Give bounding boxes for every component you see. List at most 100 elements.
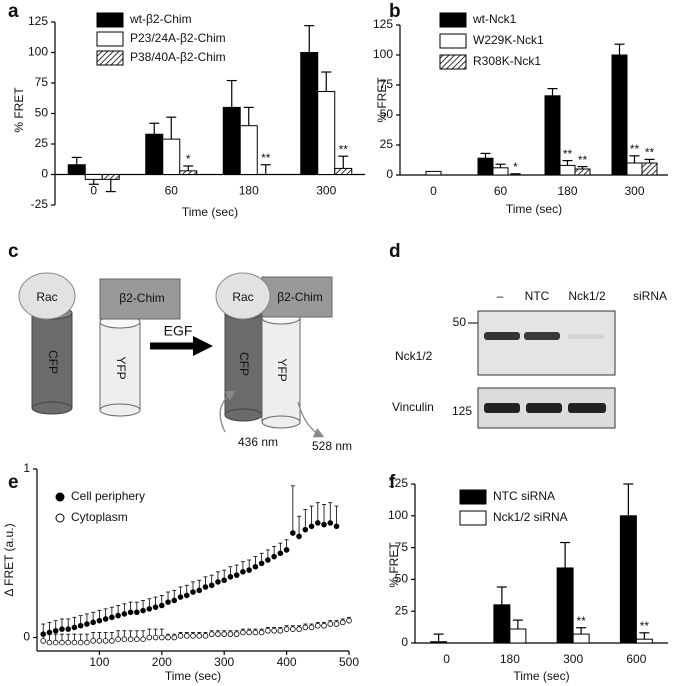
point [283, 626, 290, 632]
panel-label: b [389, 1, 401, 22]
yfp-shape [261, 317, 301, 423]
point [327, 621, 334, 627]
legend-label: P38/40A-β2-Chim [130, 50, 226, 64]
point [65, 626, 71, 632]
x-tick-label: 60 [165, 184, 179, 198]
point [252, 629, 259, 636]
bar [101, 174, 120, 180]
legend-label: wt-Nck1 [472, 12, 517, 26]
point [227, 574, 234, 580]
significance: ** [578, 153, 588, 167]
label: EGF [164, 323, 193, 339]
point [177, 633, 184, 639]
point [77, 622, 84, 629]
point [333, 523, 340, 530]
y-tick-label: 100 [373, 47, 393, 61]
significance: * [186, 152, 191, 166]
point [221, 577, 228, 584]
legend-swatch [459, 510, 487, 526]
x-axis-label: Time (sec) [182, 205, 238, 219]
legend-marker [55, 492, 65, 502]
point [121, 636, 128, 643]
y-tick-label: 75 [35, 75, 49, 89]
legend-swatch [459, 489, 487, 505]
row-label: Vinculin [392, 400, 434, 414]
y-tick-label: 25 [380, 137, 394, 151]
legend-swatch [439, 33, 467, 49]
point [177, 594, 184, 600]
panel-label: d [389, 241, 401, 262]
legend-label: Cell periphery [71, 489, 145, 503]
x-tick-label: 400 [277, 655, 297, 669]
legend-marker [55, 513, 65, 523]
legend-swatch [96, 31, 124, 47]
bar [635, 638, 653, 644]
x-tick-label: 300 [624, 184, 644, 198]
point [258, 629, 265, 636]
y-axis-label: % FRET [375, 77, 389, 123]
point [327, 520, 334, 526]
x-tick-label: 100 [89, 655, 109, 669]
point [277, 627, 284, 634]
label: 436 nm [238, 435, 278, 449]
point [52, 639, 59, 646]
bar [425, 170, 442, 176]
point [46, 639, 53, 646]
x-tick-label: 600 [626, 652, 646, 666]
x-tick-label: 500 [339, 655, 359, 669]
x-tick-label: 200 [152, 655, 172, 669]
point [290, 530, 296, 536]
point [240, 629, 246, 636]
point [246, 629, 252, 636]
lane-label: NTC [525, 289, 550, 303]
legend-swatch [96, 12, 124, 28]
legend-swatch [96, 50, 124, 66]
label: YFP [114, 356, 128, 379]
point [302, 526, 309, 533]
legend-label: W229K-Nck1 [473, 33, 544, 47]
point [159, 634, 165, 641]
bar [556, 567, 574, 644]
y-tick-label: 100 [388, 508, 408, 522]
y-tick-label: 50 [380, 107, 394, 121]
point [271, 627, 277, 634]
x-tick-label: 0 [430, 184, 437, 198]
point [290, 626, 296, 632]
point [102, 616, 109, 622]
point [115, 612, 121, 619]
point [233, 572, 240, 578]
bar [162, 138, 181, 175]
x-tick-label: 0 [443, 652, 450, 666]
bar [574, 168, 591, 176]
point [59, 639, 65, 646]
point [134, 609, 140, 616]
point [233, 631, 240, 637]
label: CFP [237, 352, 251, 376]
point [346, 617, 352, 624]
point [140, 636, 146, 643]
legend-label: Nck1/2 siRNA [493, 510, 568, 524]
x-tick-label: 60 [494, 184, 508, 198]
point [265, 627, 271, 634]
point [171, 634, 178, 641]
bar [611, 54, 628, 176]
yfp-shape [99, 403, 141, 417]
point [215, 631, 221, 637]
label: β2-Chim [277, 290, 323, 304]
label: YFP [275, 358, 289, 381]
point [202, 584, 209, 590]
y-tick-label: 100 [28, 45, 48, 59]
legend-swatch [439, 12, 467, 28]
legend-label: wt-β2-Chim [129, 12, 192, 26]
point [339, 619, 346, 626]
point [121, 611, 128, 617]
panel-label: c [8, 241, 19, 262]
y-tick-label: 0 [386, 167, 393, 181]
point [196, 587, 203, 594]
x-axis-label: Time (sec) [506, 202, 562, 216]
point [90, 638, 96, 644]
point [127, 636, 134, 643]
point [283, 547, 290, 553]
significance: * [513, 160, 518, 174]
